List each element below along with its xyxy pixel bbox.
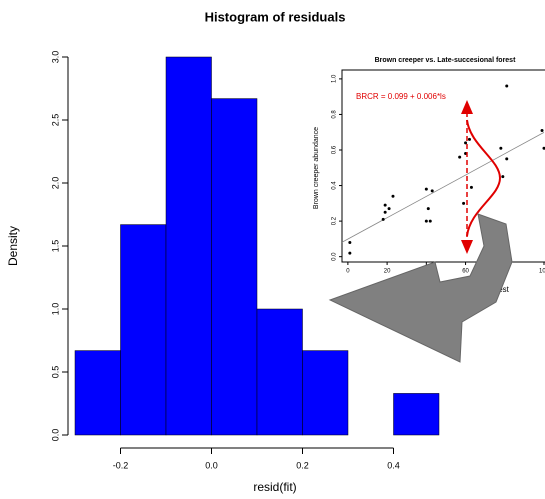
point (383, 203, 387, 207)
point (540, 128, 544, 132)
big-arrow (328, 213, 513, 363)
point (505, 157, 509, 161)
normal-curve (466, 119, 502, 237)
inset-annotation: BRCR = 0.099 + 0.006*ls (356, 92, 446, 101)
point (462, 201, 466, 205)
inset-y-tick-label: 1.0 (332, 74, 338, 83)
arrow-head (461, 240, 473, 254)
point (383, 210, 387, 214)
point (467, 137, 471, 141)
inset-x-tick-label: 0 (346, 269, 350, 275)
bar (120, 224, 167, 436)
bar (165, 56, 212, 436)
point (501, 175, 505, 179)
inset-y-tick-label: 0.2 (332, 216, 338, 225)
inset-frame (341, 69, 545, 263)
histogram: -0.2 0.0 0.2 0.4 0.0 0.5 1.0 1.5 2.0 2.5 3.0 (50, 51, 440, 470)
inset-y-tick-label: 0.0 (332, 252, 338, 261)
x-tick-label: 0.4 (387, 460, 400, 470)
inset-y-tick-label: 0.4 (332, 181, 338, 190)
y-tick-label: 1.0 (50, 303, 60, 316)
y-axis-label: Density (6, 226, 20, 266)
y-tick-label: 0.0 (50, 429, 60, 442)
point (505, 84, 509, 88)
point (424, 219, 428, 223)
point (348, 251, 352, 255)
point (430, 189, 434, 193)
chart-title: Histogram of residuals (205, 9, 346, 24)
bar (211, 98, 258, 436)
inset-x-tick-label: 20 (384, 269, 391, 275)
bar (393, 393, 440, 436)
point (424, 187, 428, 191)
arrow-head (461, 100, 473, 114)
fit-line (341, 132, 545, 243)
point (428, 219, 432, 223)
point (348, 240, 352, 244)
point (499, 146, 503, 150)
bar (256, 308, 303, 436)
inset-title: Brown creeper vs. Late-succesional fores… (375, 57, 516, 64)
point (458, 155, 462, 159)
inset-x-tick-label: 100 (539, 269, 545, 275)
point (542, 146, 545, 150)
y-tick-label: 3.0 (50, 51, 60, 64)
x-tick-label: 0.2 (296, 460, 309, 470)
y-tick-label: 1.5 (50, 240, 60, 253)
y-tick-label: 0.5 (50, 366, 60, 379)
inset-y-tick-label: 0.6 (332, 145, 338, 154)
inset-x-tick-label: 60 (462, 269, 469, 275)
point (381, 217, 385, 221)
point (464, 141, 468, 145)
point (469, 185, 473, 189)
x-axis-label: resid(fit) (253, 480, 296, 494)
bar (302, 350, 349, 436)
y-tick-label: 2.0 (50, 177, 60, 190)
point (426, 207, 430, 211)
x-tick-label: 0.0 (205, 460, 218, 470)
bar (74, 350, 121, 436)
x-tick-label: -0.2 (113, 460, 129, 470)
overlay (328, 100, 513, 363)
inset-y-tick-label: 0.8 (332, 110, 338, 119)
inset-y-label: Brown creeper abundance (313, 127, 320, 209)
point (391, 194, 395, 198)
point (387, 207, 391, 211)
y-tick-label: 2.5 (50, 114, 60, 127)
